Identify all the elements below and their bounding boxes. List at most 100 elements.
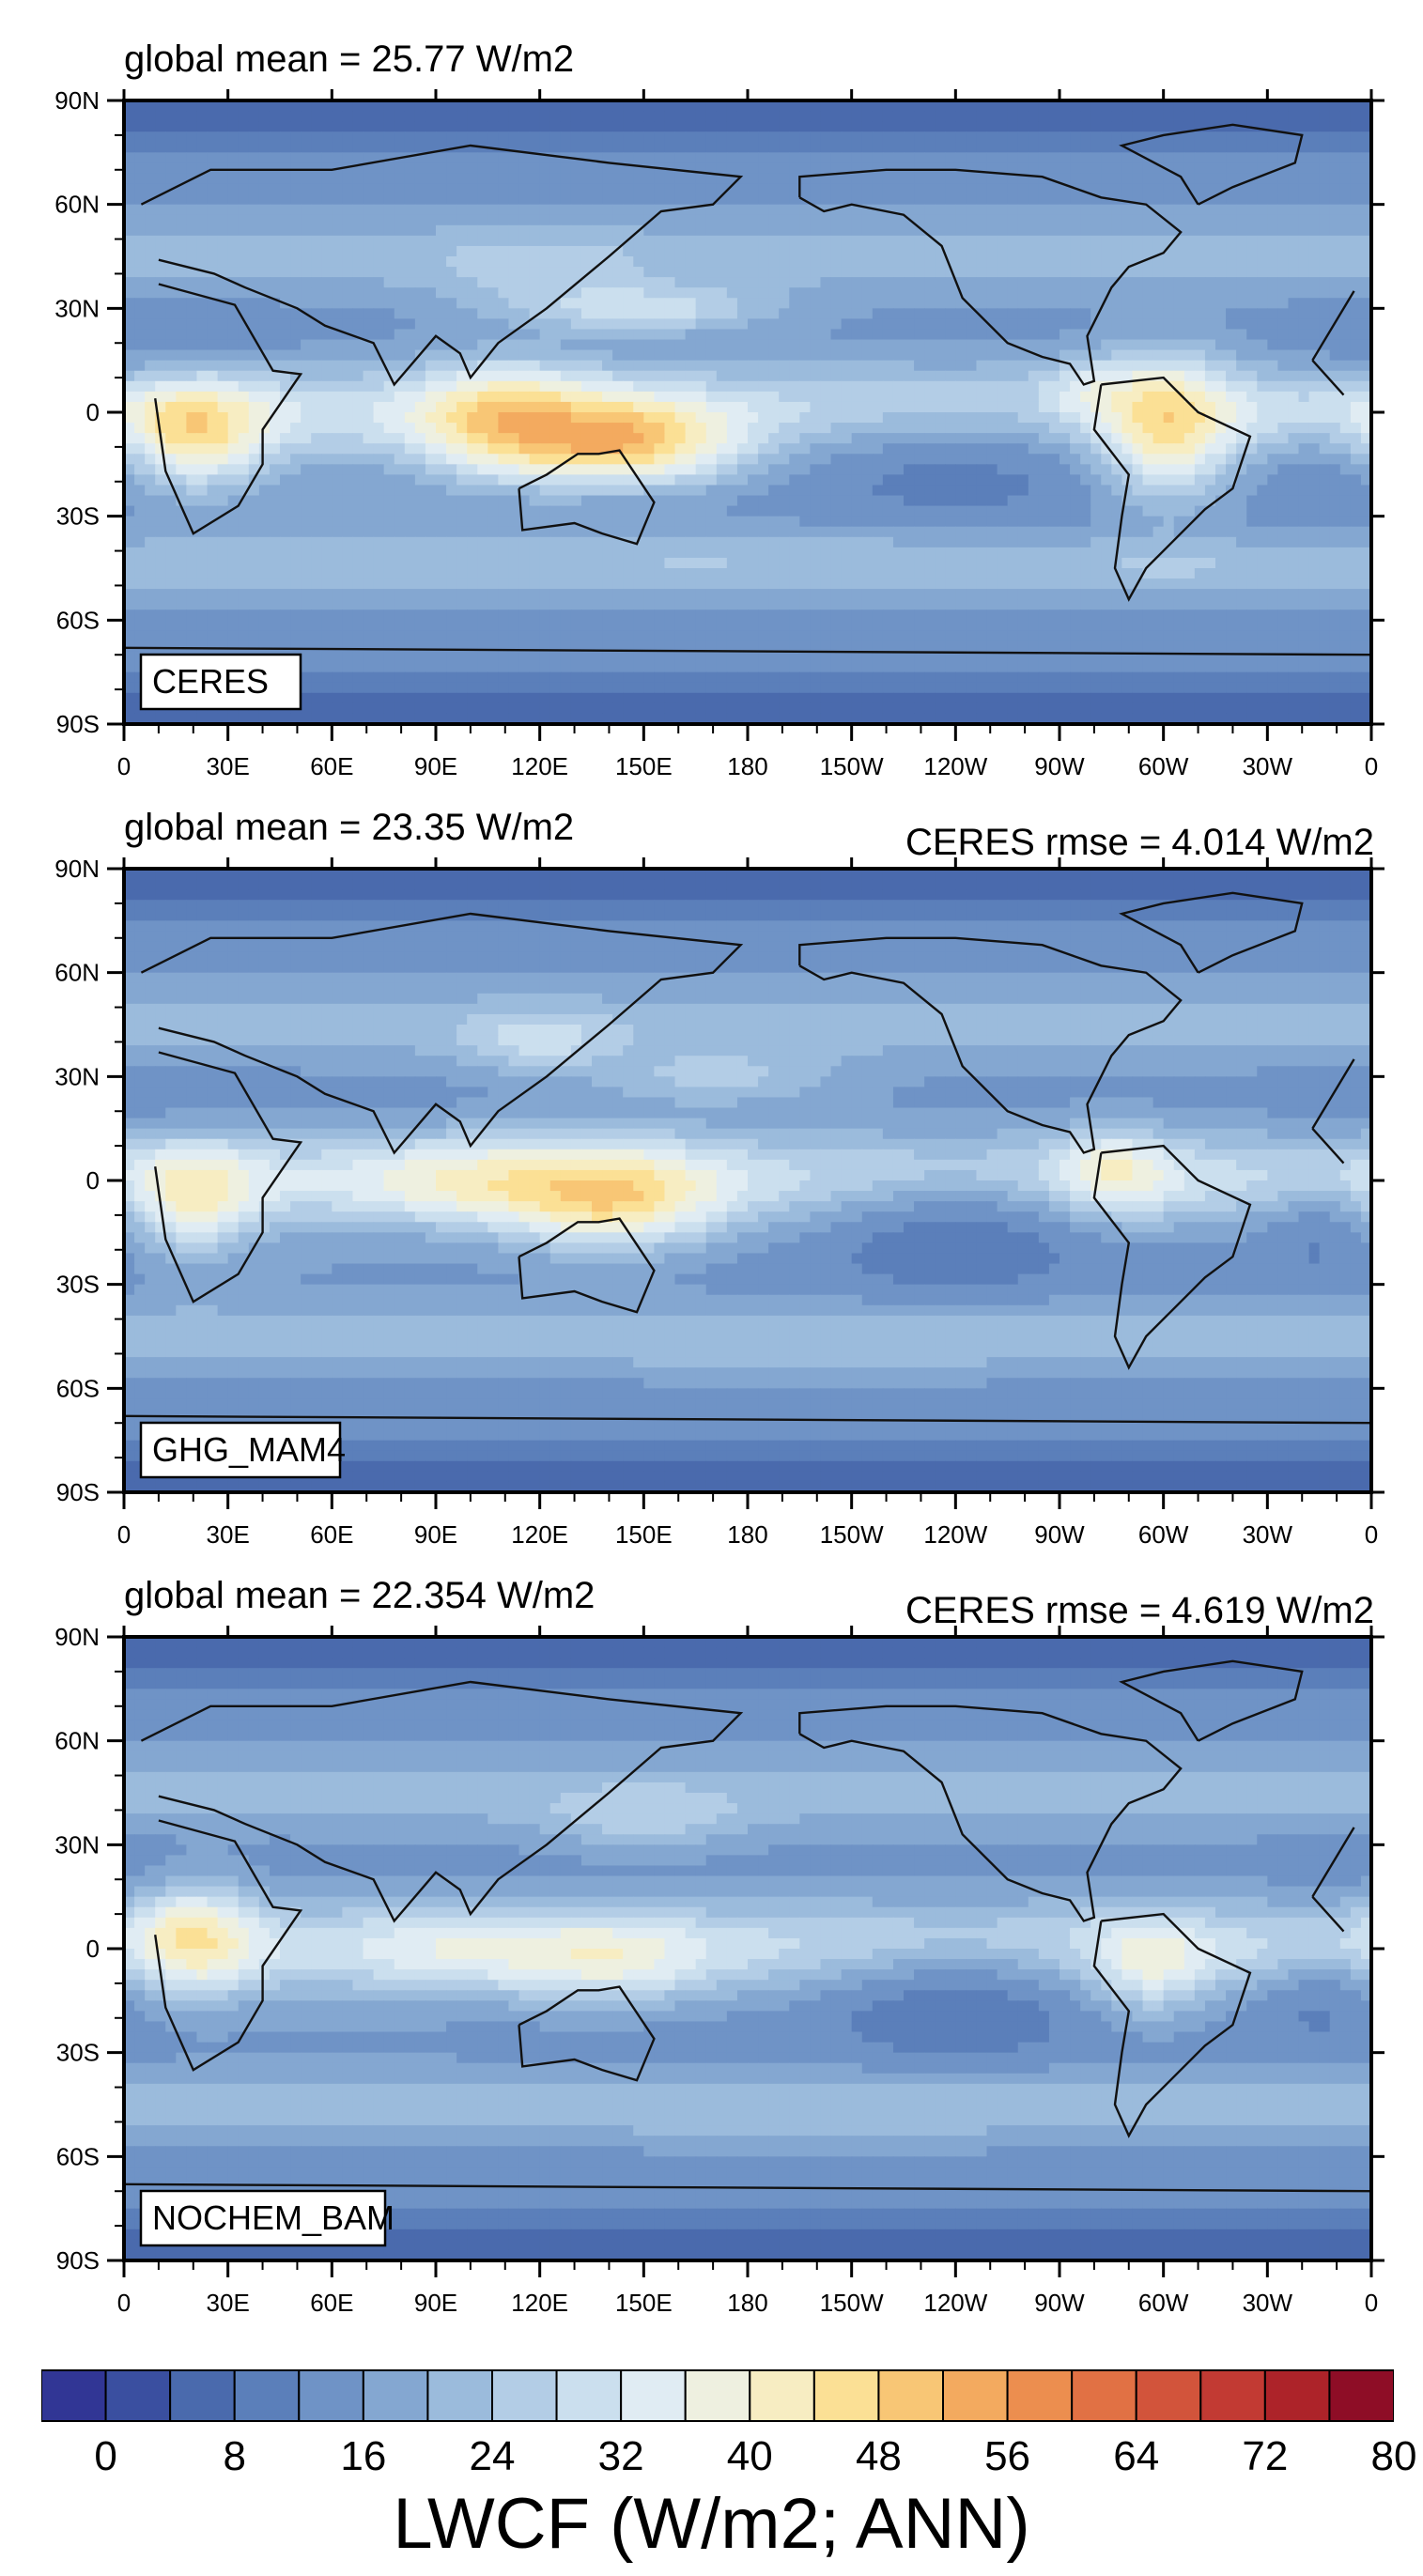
x-tick-label: 120E [511, 1520, 568, 1549]
x-tick-label: 180 [727, 2289, 767, 2317]
lwcf-map: 0 30E 60E 90E 120E 150E 180 150W 120W 90W 60W 30W 09… [54, 1623, 1384, 2317]
x-tick-label: 150E [615, 2289, 673, 2317]
y-tick-label: 90N [54, 1623, 100, 1651]
x-tick-label: 90W [1034, 2289, 1085, 2317]
coastline [1119, 123, 1304, 206]
y-tick-label: 60N [54, 959, 100, 987]
colorbar-box [684, 2369, 751, 2422]
colorbar-tick-label: 8 [197, 2436, 272, 2477]
colorbar-box [169, 2369, 236, 2422]
colorbar-tick-label: 56 [970, 2436, 1045, 2477]
y-tick-label: 60N [54, 191, 100, 219]
y-tick-label: 30S [56, 1271, 100, 1299]
colorbar-box [362, 2369, 429, 2422]
dataset-label: CERES [152, 662, 269, 701]
lwcf-field [124, 1637, 1372, 2261]
x-tick-label: 90W [1034, 1520, 1085, 1549]
coastline [154, 283, 1355, 535]
x-tick-label: 0 [117, 752, 131, 780]
lwcf-field [124, 100, 1372, 725]
x-tick-label: 60E [310, 2289, 353, 2317]
y-tick-label: 60N [54, 1727, 100, 1755]
coastline [798, 1704, 1183, 1922]
x-tick-label: 30W [1243, 1520, 1293, 1549]
coastline-antarctica [123, 646, 1372, 656]
y-tick-label: 0 [86, 1166, 100, 1195]
y-tick-label: 60S [56, 606, 100, 634]
colorbar-box [1199, 2369, 1266, 2422]
coastline [518, 449, 656, 546]
x-tick-label: 60W [1138, 752, 1189, 780]
y-tick-label: 30S [56, 502, 100, 531]
coastline [1092, 376, 1252, 602]
colorbar [40, 2368, 1396, 2429]
colorbar-box [298, 2369, 364, 2422]
y-tick-label: 0 [86, 1935, 100, 1963]
x-tick-label: 60W [1138, 2289, 1189, 2317]
colorbar-tick-label: 40 [712, 2436, 787, 2477]
coastline [798, 168, 1183, 386]
x-tick-label: 90E [414, 2289, 457, 2317]
coastline [518, 1985, 656, 2082]
y-tick-label: 90S [56, 2246, 100, 2275]
colorbar-box [1071, 2369, 1137, 2422]
lwcf-map: 0 30E 60E 90E 120E 150E 180 150W 120W 90W 60W 30W 09… [54, 855, 1384, 1549]
x-tick-label: 120W [923, 2289, 987, 2317]
coastline [798, 936, 1183, 1154]
colorbar-box [877, 2369, 944, 2422]
colorbar-tick-label: 16 [326, 2436, 401, 2477]
x-tick-label: 120E [511, 752, 568, 780]
y-tick-label: 30N [54, 1062, 100, 1090]
x-tick-label: 150W [820, 752, 884, 780]
colorbar-box [812, 2369, 880, 2422]
colorbar-box [40, 2369, 107, 2422]
colorbar-box [1263, 2369, 1331, 2422]
x-tick-label: 60E [310, 752, 353, 780]
x-tick-label: 60E [310, 1520, 353, 1549]
y-tick-label: 90S [56, 1478, 100, 1506]
x-tick-label: 150E [615, 752, 673, 780]
coastline [518, 1217, 656, 1314]
y-tick-label: 30N [54, 1830, 100, 1859]
coastline [1119, 891, 1304, 974]
y-tick-label: 60S [56, 2142, 100, 2170]
colorbar-box [942, 2369, 1009, 2422]
x-tick-label: 150W [820, 2289, 884, 2317]
colorbar-tick-label: 48 [841, 2436, 916, 2477]
x-tick-label: 60W [1138, 1520, 1189, 1549]
colorbar-tick-label: 0 [69, 2436, 144, 2477]
colorbar-tick-label: 72 [1228, 2436, 1303, 2477]
colorbar-box [1006, 2369, 1074, 2422]
x-tick-label: 30E [207, 1520, 250, 1549]
coastline [154, 1819, 1355, 2072]
y-tick-label: 90N [54, 86, 100, 115]
y-tick-label: 0 [86, 398, 100, 426]
x-tick-label: 0 [1365, 752, 1378, 780]
coastline-antarctica [123, 2183, 1372, 2193]
colorbar-box [749, 2369, 815, 2422]
colorbar-box [555, 2369, 623, 2422]
colorbar-box [1135, 2369, 1202, 2422]
panel-global-mean: global mean = 23.35 W/m2 [124, 809, 574, 846]
x-tick-label: 0 [1365, 2289, 1378, 2317]
colorbar-tick-label: 80 [1356, 2436, 1423, 2477]
colorbar-box [233, 2369, 301, 2422]
coastline [154, 1051, 1355, 1303]
x-tick-label: 90W [1034, 752, 1085, 780]
x-tick-label: 30E [207, 2289, 250, 2317]
coastline [1092, 1144, 1252, 1370]
colorbar-box [620, 2369, 687, 2422]
colorbar-box [1328, 2369, 1396, 2422]
lwcf-field [124, 869, 1372, 1493]
x-tick-label: 180 [727, 752, 767, 780]
coastline [1092, 1912, 1252, 2138]
x-tick-label: 30W [1243, 752, 1293, 780]
y-tick-label: 90S [56, 710, 100, 738]
y-tick-label: 30N [54, 294, 100, 322]
x-tick-label: 90E [414, 752, 457, 780]
colorbar-boxes [40, 2369, 1396, 2422]
y-tick-label: 90N [54, 855, 100, 883]
y-tick-label: 30S [56, 2039, 100, 2067]
colorbar-title: LWCF (W/m2; ANN) [0, 2489, 1423, 2560]
x-tick-label: 120W [923, 752, 987, 780]
